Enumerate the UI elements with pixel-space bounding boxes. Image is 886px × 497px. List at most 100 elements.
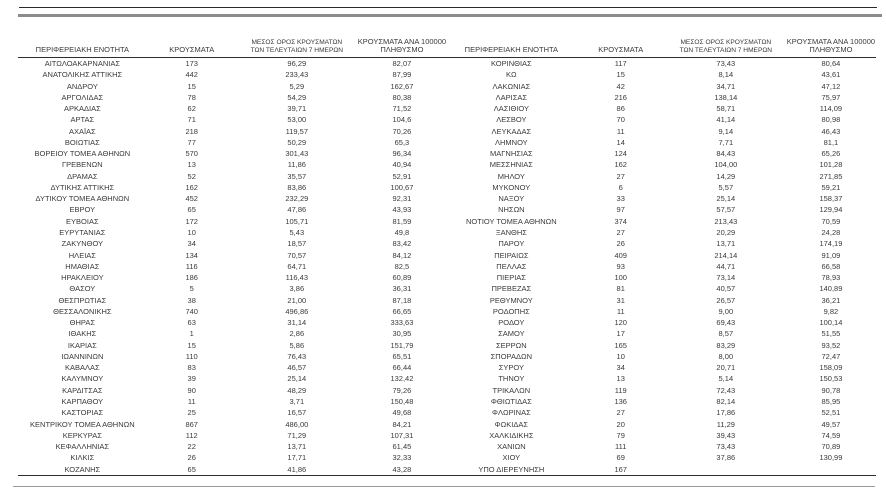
cell-region: ΚΕΝΤΡΙΚΟΥ ΤΟΜΕΑ ΑΘΗΝΩΝ: [30, 419, 135, 429]
table-row: ΘΕΣΠΡΩΤΙΑΣ 38 21,00 87,18: [18, 295, 447, 306]
cell-avg7: 26,57: [716, 295, 736, 305]
table-row: ΙΘΑΚΗΣ 1 2,86 30,95: [18, 328, 447, 339]
cell-per100k: 40,94: [392, 160, 412, 170]
cell-region: ΝΗΣΩΝ: [498, 205, 525, 215]
bottom-rule-thin: [13, 486, 875, 487]
cell-per100k: 74,59: [821, 430, 841, 440]
cell-cases: 409: [614, 250, 627, 260]
cell-region: ΚΩ: [506, 70, 517, 80]
cell-avg7: 8,00: [718, 351, 734, 361]
table-row: ΛΗΜΝΟΥ 14 7,71 81,1: [447, 137, 876, 148]
table-row: ΚΕΦΑΛΛΗΝΙΑΣ 22 13,71 61,45: [18, 441, 447, 452]
table-row: ΕΥΒΟΙΑΣ 172 105,71 81,59: [18, 216, 447, 227]
cell-region: ΛΕΣΒΟΥ: [496, 115, 527, 125]
top-rule-thin: [19, 7, 877, 8]
cell-region: ΠΡΕΒΕΖΑΣ: [491, 284, 532, 294]
cell-per100k: 151,79: [390, 340, 414, 350]
cell-region: ΚΑΡΔΙΤΣΑΣ: [62, 385, 103, 395]
cell-per100k: 100,14: [819, 318, 843, 328]
table-row: ΖΑΚΥΝΘΟΥ 34 18,57 83,42: [18, 238, 447, 249]
cell-cases: 117: [614, 59, 627, 68]
cell-avg7: 39,71: [287, 104, 307, 114]
table-body-left: ΑΙΤΩΛΟΑΚΑΡΝΑΝΙΑΣ 173 96,29 82,07 ΑΝΑΤΟΛΙ…: [18, 58, 447, 476]
cell-per100k: 107,31: [390, 430, 414, 440]
cell-avg7: 5,29: [289, 81, 305, 91]
table-row: ΚΑΛΥΜΝΟΥ 39 25,14 132,42: [18, 373, 447, 384]
cell-cases: 124: [614, 149, 627, 159]
cell-per100k: 49,8: [394, 227, 410, 237]
cell-avg7: 105,71: [285, 216, 309, 226]
table-row: ΚΟΡΙΝΘΙΑΣ 117 73,43 80,64: [447, 58, 876, 69]
cell-cases: 11: [616, 306, 625, 316]
table-row: ΒΟΡΕΙΟΥ ΤΟΜΕΑ ΑΘΗΝΩΝ 570 301,43 96,34: [18, 148, 447, 159]
cell-region: ΜΗΛΟΥ: [497, 171, 525, 181]
cell-region: ΕΥΡΥΤΑΝΙΑΣ: [59, 227, 106, 237]
cell-cases: 15: [187, 340, 196, 350]
cell-region: ΒΟΡΕΙΟΥ ΤΟΜΕΑ ΑΘΗΝΩΝ: [34, 149, 131, 159]
table-row: ΚΩ 15 8,14 43,61: [447, 69, 876, 80]
header-avg7: ΜΕΣΟΣ ΟΡΟΣ ΚΡΟΥΣΜΑΤΩΝ ΤΩΝ ΤΕΛΕΥΤΑΙΩΝ 7 Η…: [679, 39, 773, 55]
table-row: ΚΑΡΠΑΘΟΥ 11 3,71 150,48: [18, 396, 447, 407]
cell-region: ΧΑΛΚΙΔΙΚΗΣ: [489, 430, 534, 440]
table-row: ΡΕΘΥΜΝΟΥ 31 26,57 36,21: [447, 295, 876, 306]
cell-region: ΝΑΞΟΥ: [498, 194, 525, 204]
cell-per100k: 93,52: [821, 340, 841, 350]
cell-per100k: 66,65: [392, 306, 412, 316]
cell-avg7: 34,71: [716, 81, 736, 91]
cell-per100k: 80,98: [821, 115, 841, 125]
table-row: ΗΡΑΚΛΕΙΟΥ 186 116,43 60,89: [18, 272, 447, 283]
cell-cases: 110: [185, 351, 198, 361]
cell-region: ΑΝΑΤΟΛΙΚΗΣ ΑΤΤΙΚΗΣ: [42, 70, 123, 80]
cell-avg7: 44,71: [716, 261, 736, 271]
cell-avg7: 71,29: [287, 430, 307, 440]
header-avg7: ΜΕΣΟΣ ΟΡΟΣ ΚΡΟΥΣΜΑΤΩΝ ΤΩΝ ΤΕΛΕΥΤΑΙΩΝ 7 Η…: [250, 39, 344, 55]
cell-per100k: 49,57: [821, 419, 841, 429]
cell-region: ΛΑΚΩΝΙΑΣ: [492, 81, 531, 91]
cell-cases: 15: [616, 70, 625, 80]
table-row: ΣΠΟΡΑΔΩΝ 10 8,00 72,47: [447, 351, 876, 362]
cell-avg7: 104,00: [714, 160, 738, 170]
cell-per100k: 96,34: [392, 149, 412, 159]
cell-region: ΑΧΑΪΑΣ: [68, 126, 96, 136]
cell-avg7: 47,86: [287, 205, 307, 215]
cell-per100k: 65,3: [394, 137, 410, 147]
cell-region: ΞΑΝΘΗΣ: [495, 227, 527, 237]
cell-per100k: 84,12: [392, 250, 412, 260]
cell-avg7: 3,86: [289, 284, 305, 294]
cell-region: ΚΑΛΥΜΝΟΥ: [61, 374, 104, 384]
table-row: ΔΡΑΜΑΣ 52 35,57 52,91: [18, 171, 447, 182]
cell-region: ΚΟΖΑΝΗΣ: [64, 464, 101, 474]
cell-cases: 26: [616, 239, 625, 249]
cell-region: ΧΑΝΙΩΝ: [497, 442, 526, 452]
cell-avg7: 116,43: [285, 273, 309, 283]
cell-avg7: 54,29: [287, 92, 307, 102]
cell-per100k: 36,31: [392, 284, 412, 294]
header-region: ΠΕΡΙΦΕΡΕΙΑΚΗ ΕΝΟΤΗΤΑ: [35, 45, 130, 55]
cell-avg7: 46,57: [287, 363, 307, 373]
cell-per100k: 52,91: [392, 171, 412, 181]
cell-per100k: 43,61: [821, 70, 841, 80]
cell-region: ΜΥΚΟΝΟΥ: [492, 182, 531, 192]
table-row: ΠΕΛΛΑΣ 93 44,71 66,58: [447, 261, 876, 272]
cell-region: ΠΕΛΛΑΣ: [496, 261, 527, 271]
table-row: ΙΚΑΡΙΑΣ 15 5,86 151,79: [18, 340, 447, 351]
table-row: ΚΕΝΤΡΙΚΟΥ ΤΟΜΕΑ ΑΘΗΝΩΝ 867 486,00 84,21: [18, 419, 447, 430]
cell-avg7: 76,43: [287, 351, 307, 361]
table-row: ΡΟΔΟΥ 120 69,43 100,14: [447, 317, 876, 328]
cell-per100k: 158,09: [819, 363, 843, 373]
table-row: ΠΑΡΟΥ 26 13,71 174,19: [447, 238, 876, 249]
table-row: ΜΕΣΣΗΝΙΑΣ 162 104,00 101,28: [447, 159, 876, 170]
cell-region: ΡΟΔΟΠΗΣ: [492, 306, 530, 316]
table-row: ΚΙΛΚΙΣ 26 17,71 32,33: [18, 452, 447, 463]
cell-cases: 10: [616, 351, 625, 361]
cell-avg7: 13,71: [287, 442, 307, 452]
table-row: ΛΑΚΩΝΙΑΣ 42 34,71 47,12: [447, 81, 876, 92]
cell-cases: 27: [616, 408, 625, 418]
cell-cases: 13: [616, 374, 625, 384]
cell-cases: 26: [187, 453, 196, 463]
cell-region: ΜΑΓΝΗΣΙΑΣ: [490, 149, 533, 159]
cell-avg7: 64,71: [287, 261, 307, 271]
table-row: ΑΧΑΪΑΣ 218 119,57 70,26: [18, 126, 447, 137]
cell-region: ΑΡΓΟΛΙΔΑΣ: [61, 92, 104, 102]
cell-cases: 134: [185, 250, 198, 260]
